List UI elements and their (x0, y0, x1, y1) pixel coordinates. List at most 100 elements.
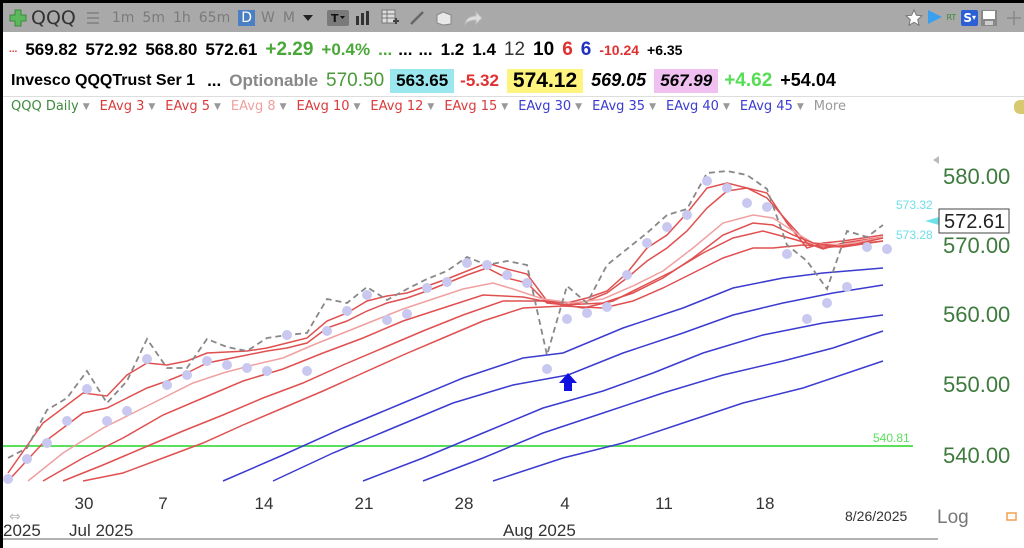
end-date-label: 8/26/2025 (845, 508, 907, 524)
security-name: Invesco QQQTrust Ser 1 (11, 71, 196, 89)
change-pct-value: +0.4% (321, 39, 371, 59)
prefix-dots: ... (9, 44, 18, 55)
move-icon[interactable] (1006, 10, 1022, 26)
svg-text:11: 11 (655, 494, 673, 513)
chevron-down-icon[interactable]: ▼ (148, 101, 156, 112)
dots-1: ... (378, 39, 393, 59)
list-icon[interactable] (86, 11, 100, 25)
timeframe-5m[interactable]: 5m (142, 9, 165, 26)
corner-icon (1006, 512, 1017, 521)
svg-text:Jul 2025: Jul 2025 (69, 521, 133, 540)
x-axis-months: 2025 Jul 2025 Aug 2025 (3, 521, 576, 540)
quote-row-ohlc: ... 569.82 572.92 568.80 572.61 +2.29 +0… (3, 36, 690, 63)
dots-2: ... (398, 39, 413, 59)
timeframe-dropdown-icon[interactable] (302, 14, 313, 22)
legend-label: EAvg 35 (592, 99, 646, 114)
change-value: +2.29 (265, 38, 314, 60)
svg-text:21: 21 (355, 494, 374, 513)
stat-1: 1.2 (440, 39, 465, 59)
timeframe-1h[interactable]: 1h (172, 9, 191, 26)
legend-label: EAvg 15 (444, 99, 498, 114)
legend-eavg-10[interactable]: EAvg 10 ▼ (297, 99, 361, 114)
svg-text:4: 4 (560, 494, 569, 513)
pencil-icon[interactable] (409, 10, 425, 26)
legend-eavg-5[interactable]: EAvg 5 ▼ (165, 99, 221, 114)
save-icon[interactable] (980, 9, 998, 27)
legend-eavg-45[interactable]: EAvg 45 ▼ (740, 99, 804, 114)
scroll-arrows-icon: ⇔ (9, 509, 21, 525)
y-tick-570: 570.00 (943, 233, 1010, 258)
legend-qqq-daily[interactable]: QQQ Daily ▼ (11, 99, 90, 114)
eavg-blue-lines (222, 267, 884, 482)
star-icon[interactable] (905, 8, 924, 27)
symbol-label[interactable]: QQQ (31, 6, 76, 29)
legend-more-link[interactable]: More (813, 99, 846, 114)
chevron-down-icon[interactable]: ▼ (213, 101, 221, 112)
dots-3: ... (418, 39, 433, 59)
value-1: 570.50 (326, 69, 385, 91)
y-tick-580: 580.00 (943, 164, 1010, 189)
value-7: +4.62 (724, 69, 773, 91)
timeframe-1m[interactable]: 1m (111, 9, 135, 26)
svg-text:2025: 2025 (3, 521, 41, 540)
legend-eavg-8[interactable]: EAvg 8 ▼ (231, 99, 287, 114)
stat-8: +6.35 (647, 41, 683, 58)
close-dots (3, 176, 892, 484)
timeframe-w[interactable]: W (260, 9, 275, 26)
chevron-down-icon[interactable]: ▼ (501, 101, 509, 112)
flag-icon[interactable] (927, 9, 943, 27)
legend-eavg-12[interactable]: EAvg 12 ▼ (370, 99, 434, 114)
y-tick-540: 540.00 (943, 443, 1010, 468)
value-3: -5.32 (460, 70, 499, 90)
chevron-down-icon[interactable]: ▼ (575, 101, 583, 112)
chevron-down-icon[interactable]: ▼ (796, 101, 804, 112)
details-dots: ... (207, 70, 222, 90)
study-legend-bar: QQQ Daily ▼ EAvg 3 ▼ EAvg 5 ▼ EAvg 8 ▼ EAvg … (3, 96, 1024, 116)
s-button[interactable]: S ▾ (961, 9, 978, 26)
legend-label: EAvg 30 (518, 99, 572, 114)
value-6: 567.99 (654, 68, 719, 93)
settings-icon[interactable] (1014, 99, 1024, 114)
chevron-down-icon[interactable]: ▼ (722, 101, 730, 112)
folder-icon[interactable] (435, 10, 453, 26)
legend-eavg-40[interactable]: EAvg 40 ▼ (666, 99, 730, 114)
legend-eavg-35[interactable]: EAvg 35 ▼ (592, 99, 656, 114)
value-4: 574.12 (506, 68, 584, 93)
svg-text:14: 14 (255, 494, 274, 513)
chevron-down-icon[interactable]: ▼ (279, 101, 287, 112)
toolbar: QQQ 1m 5m 1h 65m D W M T (3, 3, 1024, 32)
close-value: 572.61 (205, 39, 258, 59)
legend-label: EAvg 12 (370, 99, 424, 114)
price-chart[interactable]: 580.00 560.00 550.00 540.00 570.00 573.3… (3, 3, 1024, 548)
legend-label: EAvg 40 (665, 99, 719, 114)
y-tick-560: 560.00 (943, 302, 1010, 327)
text-tool-icon[interactable]: T (326, 9, 349, 26)
timeframe-m[interactable]: M (282, 9, 295, 26)
chevron-down-icon[interactable]: ▼ (353, 101, 361, 112)
stat-7: -10.24 (599, 41, 640, 58)
legend-eavg-30[interactable]: EAvg 30 ▼ (518, 99, 582, 114)
value-8: +54.04 (780, 70, 836, 90)
bar-chart-icon[interactable] (355, 10, 371, 25)
add-table-icon[interactable] (381, 9, 399, 27)
chevron-down-icon[interactable]: ▼ (82, 101, 90, 112)
optionable-label: Optionable (229, 70, 319, 90)
stat-6: 6 (580, 38, 592, 60)
add-symbol-icon[interactable] (9, 9, 27, 27)
legend-eavg-15[interactable]: EAvg 15 ▼ (444, 99, 508, 114)
share-icon[interactable] (463, 10, 483, 26)
high-value: 572.92 (85, 39, 138, 59)
legend-eavg-3[interactable]: EAvg 3 ▼ (100, 99, 156, 114)
chevron-down-icon[interactable]: ▼ (649, 101, 656, 112)
timeframe-d[interactable]: D (238, 9, 255, 26)
y-axis: 580.00 560.00 550.00 540.00 570.00 (943, 164, 1010, 468)
rt-label[interactable]: RT (946, 13, 957, 22)
up-arrow-marker (559, 373, 577, 391)
svg-text:30: 30 (75, 494, 94, 513)
chevron-down-icon[interactable]: ▼ (427, 101, 435, 112)
timeframe-65m[interactable]: 65m (198, 9, 231, 26)
price-tag-high: 573.32 (896, 198, 933, 212)
svg-text:28: 28 (455, 494, 474, 513)
stat-3: 12 (503, 38, 526, 60)
stat-5: 6 (562, 38, 573, 60)
